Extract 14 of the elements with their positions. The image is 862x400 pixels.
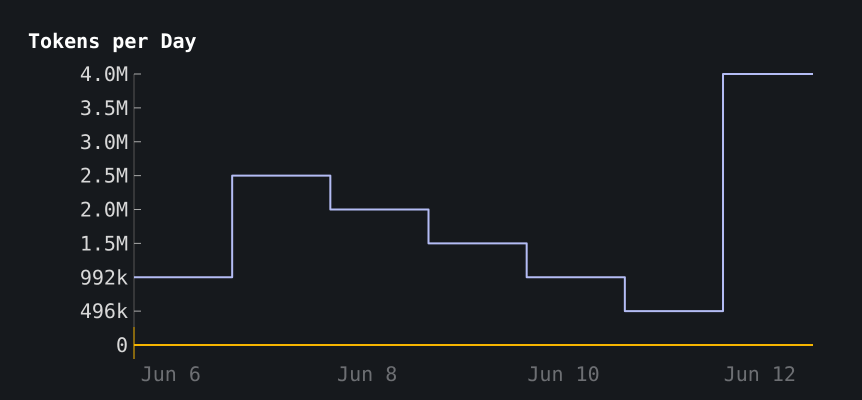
x-tick-label: Jun 10 bbox=[527, 362, 600, 386]
y-tick-label: 2.5M bbox=[80, 164, 128, 188]
y-tick-label: 1.5M bbox=[80, 231, 128, 256]
y-tick-label: 0 bbox=[116, 333, 128, 357]
y-tick-label: 2.0M bbox=[80, 198, 128, 222]
y-tick-label: 496k bbox=[80, 299, 128, 324]
x-tick-label: Jun 12 bbox=[724, 362, 796, 386]
y-tick-label: 992k bbox=[80, 265, 128, 290]
chart-title: Tokens per Day bbox=[28, 29, 197, 53]
x-tick-label: Jun 8 bbox=[337, 362, 398, 386]
y-tick-label: 3.0M bbox=[80, 130, 128, 154]
y-tick-label: 3.5M bbox=[80, 96, 128, 120]
x-tick-label: Jun 6 bbox=[140, 362, 201, 386]
y-tick-label: 4.0M bbox=[80, 62, 128, 86]
